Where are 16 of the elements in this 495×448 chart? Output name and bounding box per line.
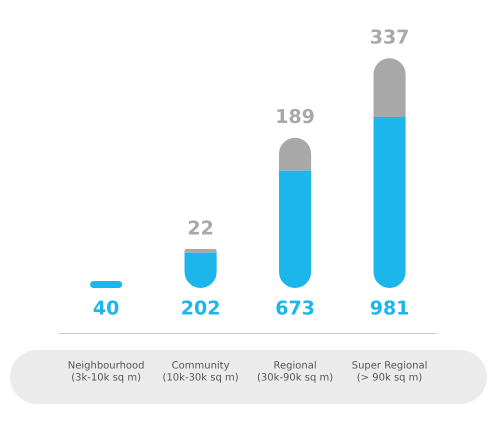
data-label: 981 bbox=[370, 297, 410, 320]
x-tick-label: Community (10k-30k sq m) bbox=[162, 360, 239, 384]
data-label: 189 bbox=[275, 106, 315, 128]
bar bbox=[184, 248, 217, 253]
data-label: 337 bbox=[370, 26, 410, 49]
bar bbox=[373, 117, 406, 288]
x-tick-label: Super Regional (> 90k sq m) bbox=[352, 360, 428, 384]
data-label: 22 bbox=[187, 217, 214, 240]
x-tick-label: Neighbourhood (3k-10k sq m) bbox=[68, 360, 144, 384]
bar bbox=[373, 58, 406, 118]
data-label: 673 bbox=[275, 297, 315, 320]
data-label: 40 bbox=[92, 297, 120, 320]
x-tick-label: Regional (30k-90k sq m) bbox=[257, 360, 334, 384]
bar bbox=[279, 170, 312, 288]
data-label: 202 bbox=[180, 297, 220, 320]
bar bbox=[90, 281, 122, 288]
